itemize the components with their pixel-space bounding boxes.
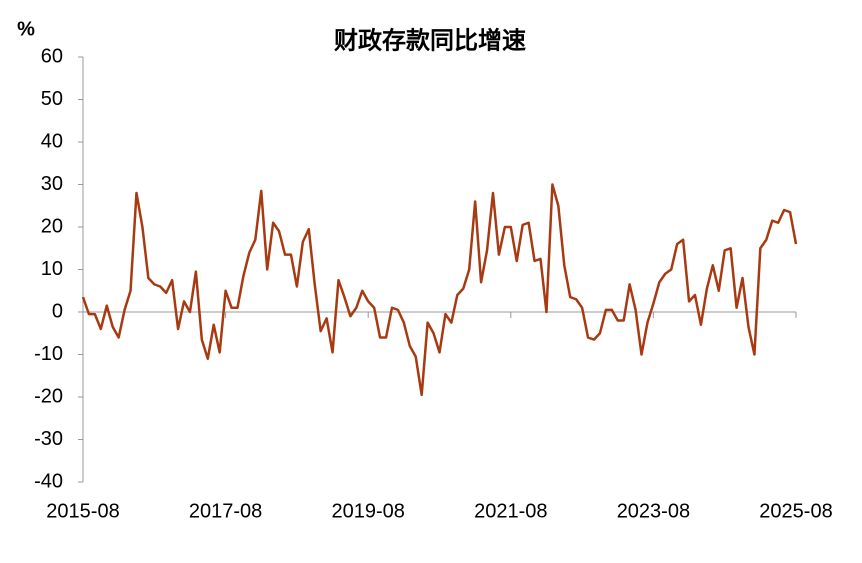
x-tick-label: 2023-08 bbox=[617, 500, 690, 522]
data-line bbox=[81, 183, 798, 397]
chart-title: 财政存款同比增速 bbox=[334, 26, 526, 54]
y-tick-label: -40 bbox=[34, 470, 63, 492]
y-axis-unit: % bbox=[17, 18, 35, 40]
y-tick-label: -30 bbox=[34, 428, 63, 450]
x-tick-label: 2017-08 bbox=[189, 500, 262, 522]
x-tick-label: 2025-08 bbox=[759, 500, 832, 522]
y-tick-label: 0 bbox=[52, 300, 63, 322]
y-tick-label: 40 bbox=[41, 130, 63, 152]
x-tick-label: 2015-08 bbox=[46, 500, 119, 522]
y-tick-label: -10 bbox=[34, 343, 63, 365]
x-tick-label: 2019-08 bbox=[331, 500, 404, 522]
y-tick-label: 60 bbox=[41, 45, 63, 67]
y-tick-label: -20 bbox=[34, 385, 63, 407]
y-tick-label: 30 bbox=[41, 173, 63, 195]
y-tick-label: 20 bbox=[41, 215, 63, 237]
y-tick-label: 50 bbox=[41, 88, 63, 110]
y-tick-label: 10 bbox=[41, 258, 63, 280]
x-tick-label: 2021-08 bbox=[474, 500, 547, 522]
